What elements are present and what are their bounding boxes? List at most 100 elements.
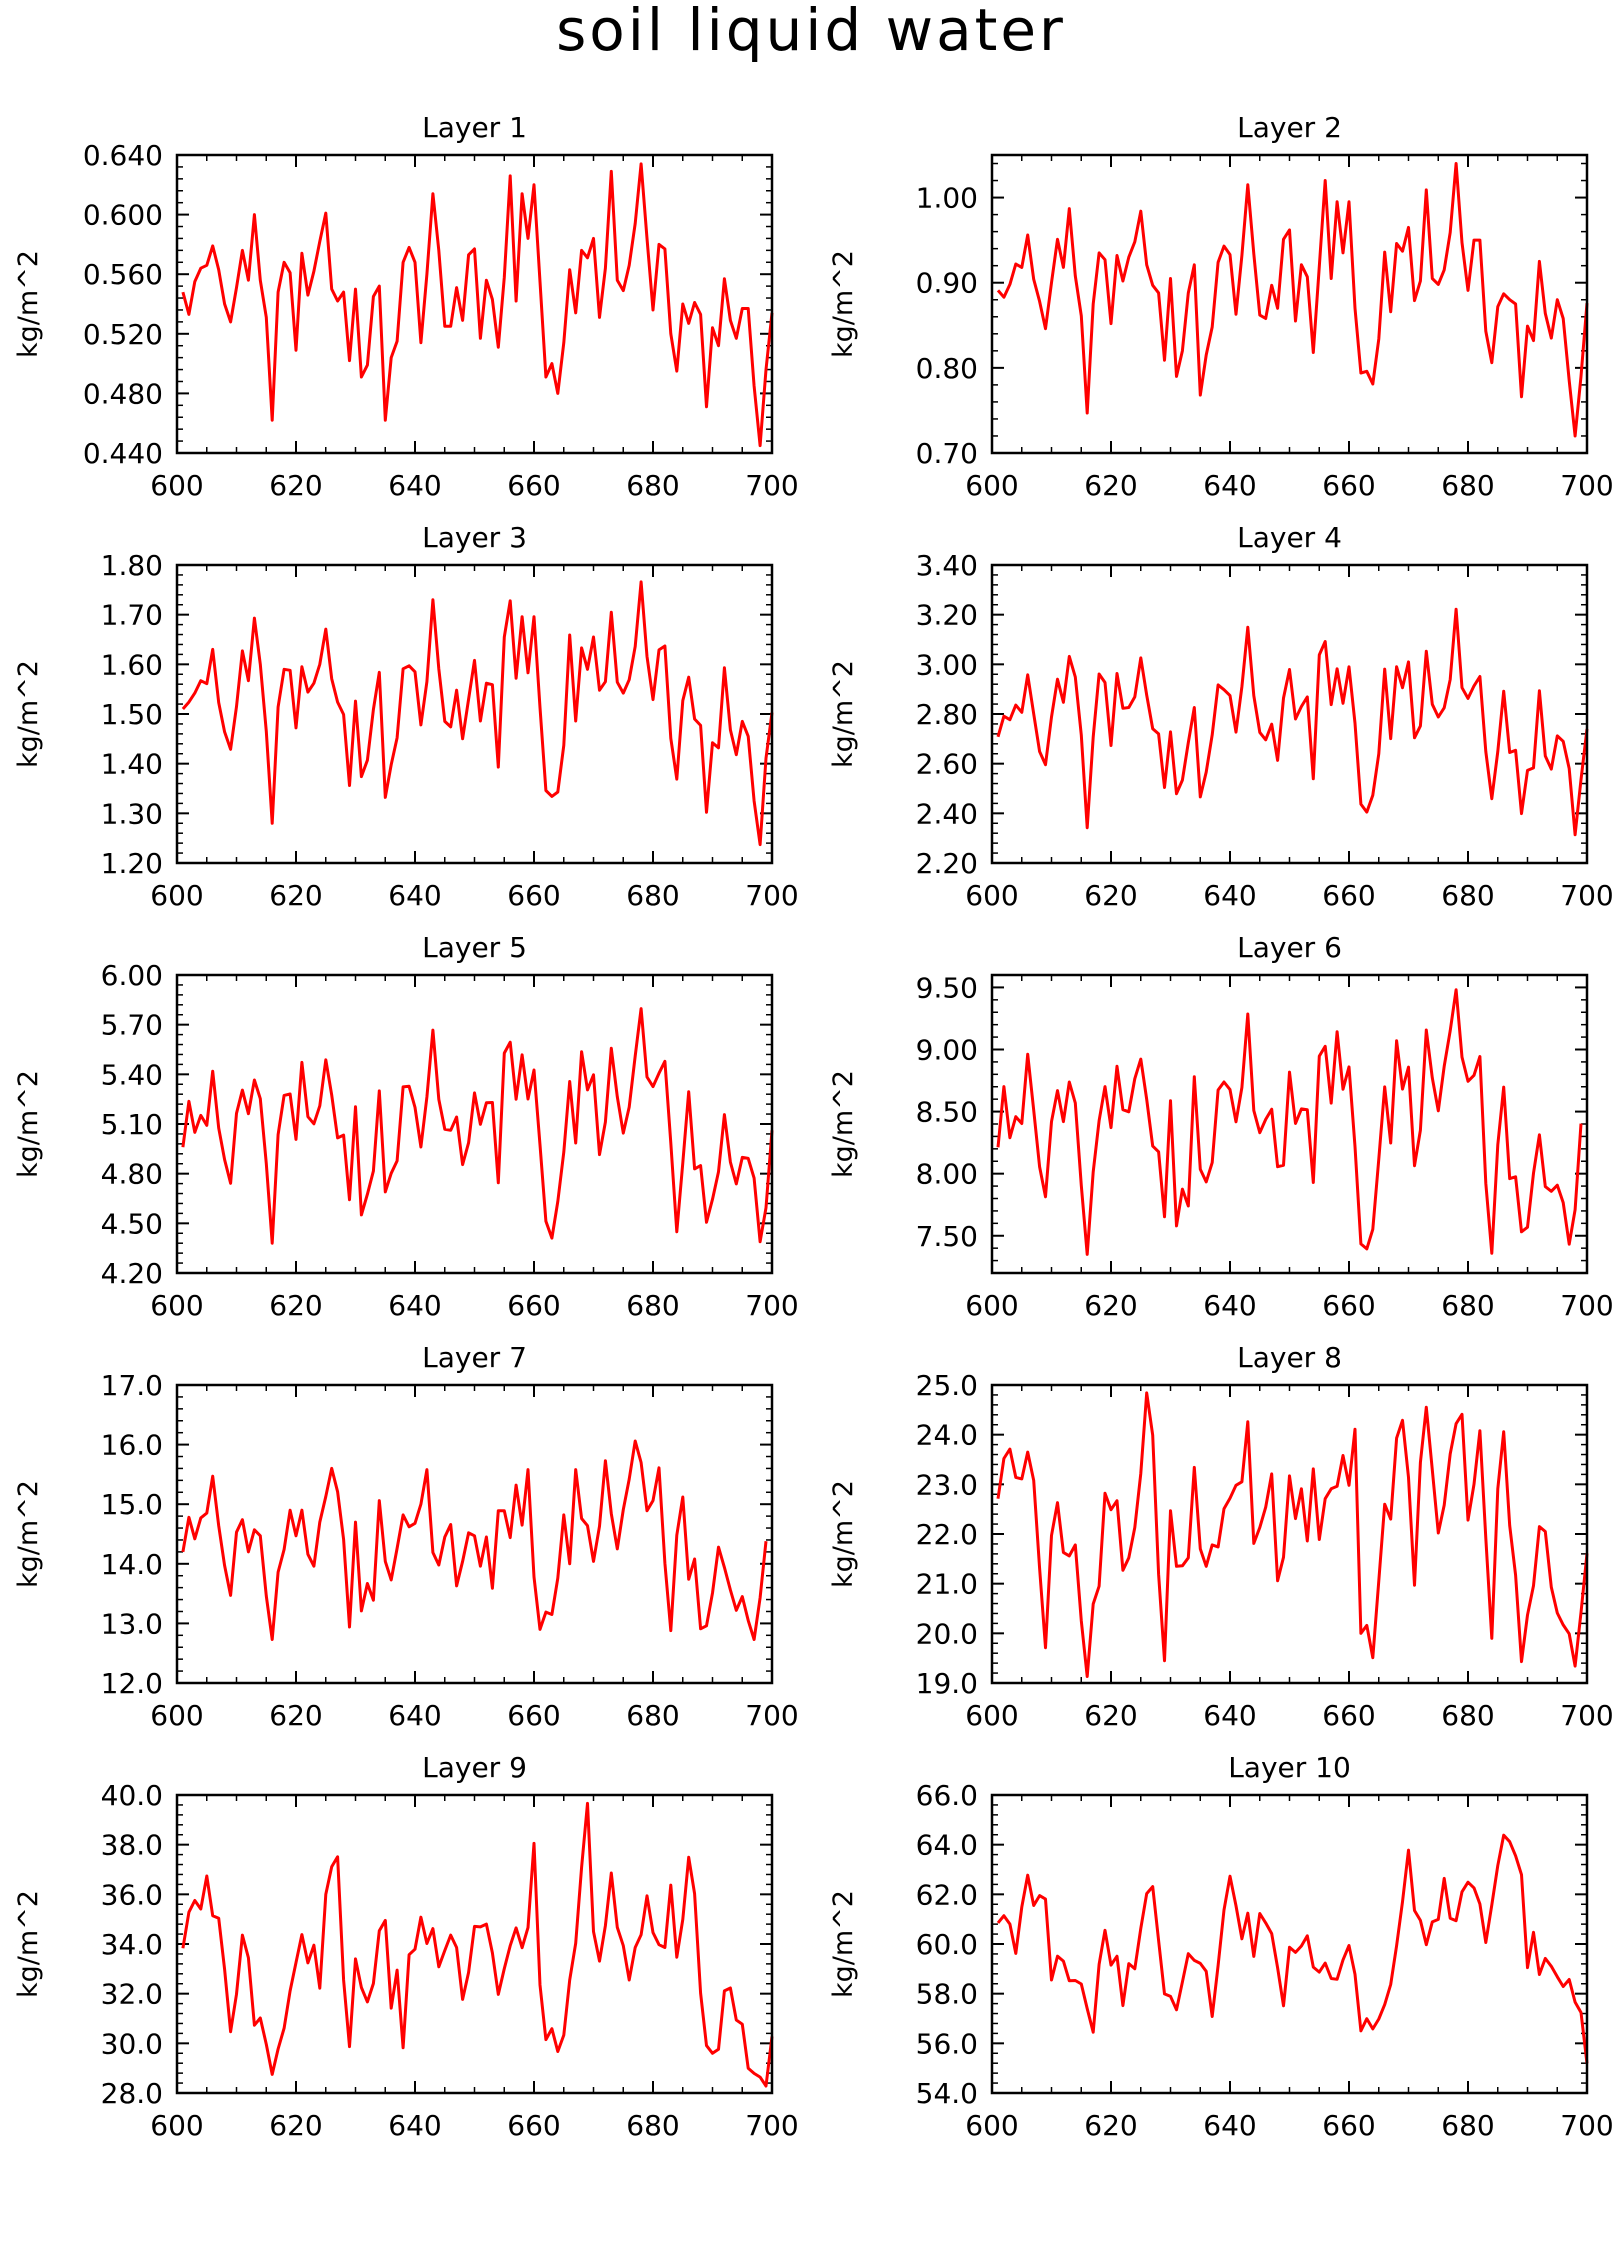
chart-panels: Layer 1 kg/m^2 600 620 640 660 680 700 0.440 0.48… — [13, 111, 1614, 2142]
y-tick-label: 64.0 — [916, 1829, 978, 1862]
y-tick-label: 38.0 — [101, 1829, 163, 1862]
y-tick-label: 0.520 — [83, 318, 163, 351]
x-tick-label: 600 — [965, 1289, 1018, 1322]
chart-panel-4: Layer 4 kg/m^2 600 620 640 660 680 700 2.20 2.40 2… — [828, 521, 1614, 912]
figure-title: soil liquid water — [556, 0, 1066, 64]
x-tick-label: 660 — [1322, 2109, 1375, 2142]
y-tick-label: 36.0 — [101, 1878, 163, 1911]
chart-panel-1: Layer 1 kg/m^2 600 620 640 660 680 700 0.440 0.48… — [13, 111, 799, 502]
x-tick-label: 700 — [1560, 879, 1613, 912]
x-tick-label: 680 — [626, 1289, 679, 1322]
series-line — [181, 162, 774, 448]
panel-title: Layer 4 — [1237, 521, 1342, 554]
x-tick-label: 620 — [1084, 2109, 1137, 2142]
y-axis-label: kg/m^2 — [828, 1480, 859, 1588]
x-tick-label: 600 — [150, 469, 203, 502]
x-tick-label: 700 — [745, 879, 798, 912]
y-tick-label: 1.50 — [101, 698, 163, 731]
x-tick-label: 680 — [1441, 2109, 1494, 2142]
plot-frame — [990, 563, 1589, 865]
y-tick-label: 32.0 — [101, 1978, 163, 2011]
x-tick-label: 680 — [626, 469, 679, 502]
x-tick-label: 700 — [745, 469, 798, 502]
y-axis-label: kg/m^2 — [828, 1890, 859, 1998]
x-tick-label: 600 — [965, 879, 1018, 912]
x-tick-label: 600 — [965, 2109, 1018, 2142]
y-tick-label: 3.40 — [916, 549, 978, 582]
y-tick-label: 17.0 — [101, 1369, 163, 1402]
series-line — [181, 1439, 768, 1641]
x-tick-label: 620 — [269, 1699, 322, 1732]
x-tick-label: 640 — [1203, 879, 1256, 912]
x-tick-label: 640 — [388, 879, 441, 912]
y-axis-label: kg/m^2 — [13, 1890, 44, 1998]
series-line — [181, 1007, 774, 1245]
y-tick-label: 19.0 — [916, 1667, 978, 1700]
x-tick-label: 660 — [507, 2109, 560, 2142]
x-tick-label: 700 — [745, 2109, 798, 2142]
y-tick-label: 8.00 — [916, 1158, 978, 1191]
chart-panel-9: Layer 9 kg/m^2 600 620 640 660 680 700 28.0 30.0 3… — [13, 1751, 799, 2142]
panel-title: Layer 6 — [1237, 931, 1342, 964]
plot-frame — [175, 153, 774, 455]
y-tick-label: 1.00 — [916, 182, 978, 215]
plot-frame — [175, 973, 774, 1275]
x-tick-label: 620 — [269, 2109, 322, 2142]
y-tick-label: 0.640 — [83, 139, 163, 172]
y-tick-label: 20.0 — [916, 1617, 978, 1650]
x-tick-label: 700 — [1560, 2109, 1613, 2142]
y-tick-label: 2.40 — [916, 797, 978, 830]
x-tick-label: 620 — [1084, 1289, 1137, 1322]
y-axis-label: kg/m^2 — [828, 1070, 859, 1178]
y-tick-label: 9.50 — [916, 971, 978, 1004]
y-tick-label: 6.00 — [101, 959, 163, 992]
y-axis-label: kg/m^2 — [828, 250, 859, 358]
x-tick-label: 660 — [1322, 1289, 1375, 1322]
y-tick-label: 28.0 — [101, 2077, 163, 2110]
y-axis-label: kg/m^2 — [13, 660, 44, 768]
y-tick-label: 0.80 — [916, 352, 978, 385]
series-line — [996, 162, 1589, 438]
series-line — [996, 1833, 1589, 2064]
panel-title: Layer 5 — [422, 931, 527, 964]
y-tick-label: 4.20 — [101, 1257, 163, 1290]
plot-frame — [990, 973, 1589, 1275]
y-tick-label: 1.60 — [101, 648, 163, 681]
x-tick-label: 640 — [388, 2109, 441, 2142]
series-line — [181, 580, 774, 847]
y-axis-label: kg/m^2 — [13, 1480, 44, 1588]
y-tick-label: 66.0 — [916, 1779, 978, 1812]
x-tick-label: 600 — [150, 1289, 203, 1322]
y-tick-label: 3.00 — [916, 648, 978, 681]
y-tick-label: 1.80 — [101, 549, 163, 582]
y-tick-label: 1.30 — [101, 797, 163, 830]
y-tick-label: 5.10 — [101, 1108, 163, 1141]
y-tick-label: 34.0 — [101, 1928, 163, 1961]
plot-frame — [990, 1383, 1589, 1685]
y-tick-label: 58.0 — [916, 1978, 978, 2011]
x-tick-label: 620 — [1084, 879, 1137, 912]
series-line — [996, 988, 1583, 1256]
chart-panel-8: Layer 8 kg/m^2 600 620 640 660 680 700 19.0 20.0 2… — [828, 1341, 1614, 1732]
x-tick-label: 700 — [745, 1699, 798, 1732]
x-tick-label: 640 — [388, 1289, 441, 1322]
y-tick-label: 56.0 — [916, 2027, 978, 2060]
chart-panel-5: Layer 5 kg/m^2 600 620 640 660 680 700 4.20 4.50 4… — [13, 931, 799, 1322]
y-tick-label: 62.0 — [916, 1878, 978, 1911]
chart-panel-7: Layer 7 kg/m^2 600 620 640 660 680 700 12.0 13.0 1… — [13, 1341, 799, 1732]
y-tick-label: 7.50 — [916, 1220, 978, 1253]
x-tick-label: 660 — [1322, 879, 1375, 912]
series-line — [996, 1391, 1589, 1678]
x-tick-label: 700 — [1560, 1289, 1613, 1322]
y-tick-label: 24.0 — [916, 1419, 978, 1452]
y-tick-label: 54.0 — [916, 2077, 978, 2110]
panel-title: Layer 10 — [1228, 1751, 1351, 1784]
y-tick-label: 0.480 — [83, 377, 163, 410]
panel-title: Layer 8 — [1237, 1341, 1342, 1374]
y-tick-label: 1.20 — [101, 847, 163, 880]
plot-frame — [990, 1793, 1589, 2095]
y-tick-label: 0.70 — [916, 437, 978, 470]
plot-frame — [175, 1383, 774, 1685]
y-tick-label: 60.0 — [916, 1928, 978, 1961]
